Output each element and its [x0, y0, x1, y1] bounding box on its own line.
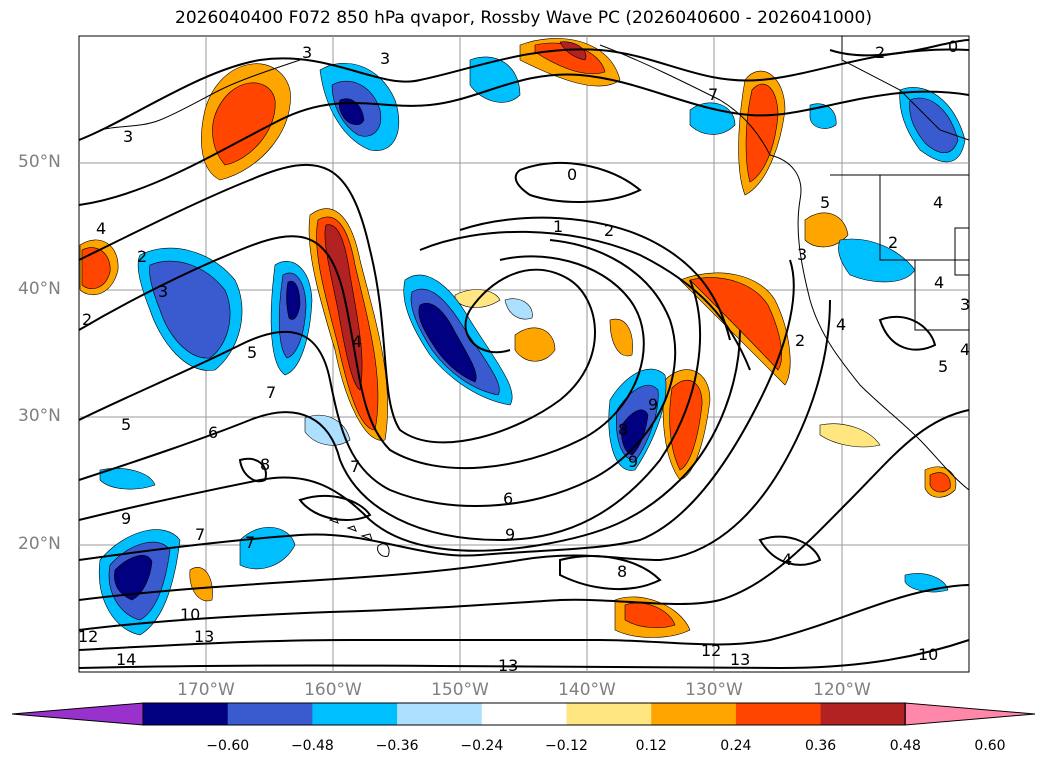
colorbar-tick-label: −0.36 [375, 738, 419, 754]
lon-label: 140°W [558, 680, 616, 700]
colorbar-segment [651, 703, 737, 725]
colorbar-segment [735, 703, 822, 725]
colorbar-tick-label: −0.12 [545, 738, 588, 754]
positive-anomalies [79, 38, 957, 638]
lat-label: 20°N [18, 534, 61, 554]
lon-label: 160°W [304, 680, 362, 700]
map-panel [78, 35, 970, 673]
colorbar-extend-min [11, 702, 144, 726]
lat-label: 50°N [18, 152, 61, 172]
colorbar-tick-label: −0.48 [290, 738, 334, 754]
colorbar [11, 702, 1036, 726]
lon-label: 170°W [177, 680, 235, 700]
chart-title: 2026040400 F072 850 hPa qvapor, Rossby W… [175, 8, 872, 28]
colorbar-extend-max [904, 702, 1036, 726]
colorbar-tick-label: 0.48 [889, 738, 921, 754]
lat-label: 40°N [18, 279, 61, 299]
colorbar-tick-label: 0.36 [805, 738, 837, 754]
colorbar-tick-label: −0.24 [460, 738, 504, 754]
hawaii-islands [328, 517, 390, 557]
colorbar-tick-label: −0.60 [206, 738, 250, 754]
colorbar-segment [143, 703, 229, 725]
colorbar-segment [397, 703, 483, 725]
lon-label: 120°W [813, 680, 871, 700]
colorbar-segment [820, 703, 906, 725]
lon-label: 150°W [431, 680, 489, 700]
contour-lines [78, 39, 970, 670]
negative-anomalies [98, 56, 966, 636]
lat-label: 30°N [18, 406, 61, 426]
colorbar-tick-label: 0.24 [720, 738, 752, 754]
colorbar-segment [227, 703, 313, 725]
colorbar-tick-label: 0.12 [635, 738, 667, 754]
colorbar-segment [566, 703, 652, 725]
colorbar-tick-label: 0.60 [974, 738, 1006, 754]
coastline [99, 36, 970, 491]
colorbar-segments [11, 702, 1036, 726]
lon-label: 130°W [685, 680, 743, 700]
colorbar-segment [312, 703, 398, 725]
colorbar-segment [481, 703, 567, 725]
